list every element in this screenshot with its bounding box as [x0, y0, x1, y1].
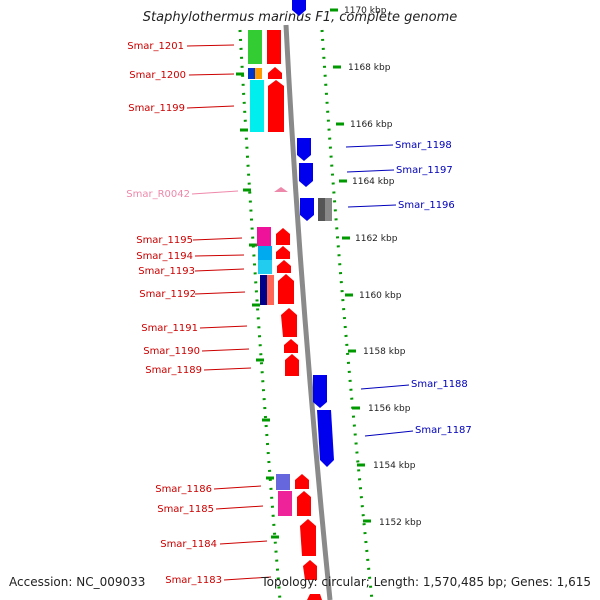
kbp-tick-marks: [330, 8, 371, 523]
kbp-label: 1154 kbp: [373, 461, 416, 471]
gene-arrow: [292, 0, 306, 16]
gene-label-left: Smar_1201: [127, 41, 184, 52]
gene-label-left: Smar_1186: [155, 484, 212, 495]
gene-arrow: [276, 246, 290, 259]
gene-arrow: [299, 163, 313, 187]
gene-label-left: Smar_1185: [157, 504, 214, 515]
kbp-label: 1160 kbp: [359, 291, 402, 301]
gene-arrow: [281, 308, 297, 337]
gene-label-left: Smar_1190: [143, 346, 200, 357]
gene-box-1185: [278, 491, 292, 516]
kbp-label: 1164 kbp: [352, 177, 395, 187]
gene-box-1196b: [318, 198, 325, 221]
gene-arrow: [297, 138, 311, 161]
gene-box-1186: [276, 474, 290, 490]
gene-arrow: [284, 339, 298, 353]
kbp-label: 1166 kbp: [350, 120, 393, 130]
accession-text: Accession: NC_009033: [9, 575, 146, 589]
reverse-genes: [292, 0, 334, 467]
gene-arrow: [300, 198, 314, 221]
gene-box-1194: [258, 246, 272, 260]
left-features: [248, 30, 292, 516]
gene-arrow: [295, 474, 309, 489]
gene-label-right: Smar_1196: [398, 200, 455, 211]
gene-label-left: Smar_1189: [145, 365, 202, 376]
gene-box-1200b: [255, 68, 262, 79]
gene-arrow: [268, 67, 282, 79]
gene-label-right: Smar_1187: [415, 425, 472, 436]
gene-label-right: Smar_1197: [396, 165, 453, 176]
gene-label-left: Smar_1199: [128, 103, 185, 114]
gene-arrow: [274, 187, 288, 192]
gene-box-1195: [257, 227, 271, 246]
rna-connector: [191, 190, 239, 195]
genome-axis: [283, 24, 333, 600]
gene-box-1200a: [248, 68, 255, 79]
kbp-label: 1168 kbp: [348, 63, 391, 73]
gene-box-1192a: [260, 275, 267, 305]
gene-arrow: [313, 375, 327, 408]
forward-genes: [267, 30, 322, 600]
left-tick-marks: [236, 72, 279, 539]
gene-arrow: [276, 228, 290, 245]
kbp-label: 1162 kbp: [355, 234, 398, 244]
gene-box-1201: [248, 30, 262, 64]
gene-arrow: [268, 80, 284, 132]
gene-box-1193: [258, 260, 272, 274]
gene-label-left: Smar_1193: [138, 266, 195, 277]
gene-arrow: [297, 491, 311, 516]
gene-label-left: Smar_1191: [141, 323, 198, 334]
gene-box-1196c: [325, 198, 332, 221]
gene-arrow: [300, 519, 316, 556]
gene-arrow: [277, 260, 291, 273]
gene-label-left: Smar_1200: [129, 70, 186, 81]
gene-label-left: Smar_1194: [136, 251, 193, 262]
gene-label-right: Smar_1188: [411, 379, 468, 390]
right-guide-curve: [320, 29, 374, 600]
gene-label-left: Smar_1183: [165, 575, 222, 586]
topology-text: Topology: circular; Length: 1,570,485 bp…: [261, 575, 591, 589]
gene-label-left: Smar_1184: [160, 539, 217, 550]
gene-box-1192b: [267, 275, 274, 305]
kbp-label: 1170 kbp: [344, 6, 387, 16]
gene-arrow: [303, 560, 317, 580]
gene-arrow: [278, 274, 294, 304]
kbp-label: 1158 kbp: [363, 347, 406, 357]
gene-arrow: [317, 410, 334, 467]
gene-arrow: [307, 594, 322, 600]
gene-label-rna: Smar_R0042: [126, 189, 190, 200]
gene-arrow: [267, 30, 281, 64]
left-connectors: [186, 44, 272, 581]
kbp-label: 1156 kbp: [368, 404, 411, 414]
gene-label-left: Smar_1192: [139, 289, 196, 300]
gene-label-left: Smar_1195: [136, 235, 193, 246]
right-connectors: [345, 144, 414, 437]
gene-label-right: Smar_1198: [395, 140, 452, 151]
genome-title: Staphylothermus marinus F1, complete gen…: [142, 10, 458, 25]
kbp-label: 1152 kbp: [379, 518, 422, 528]
gene-arrow: [285, 354, 299, 376]
gene-box-1199: [250, 80, 264, 132]
